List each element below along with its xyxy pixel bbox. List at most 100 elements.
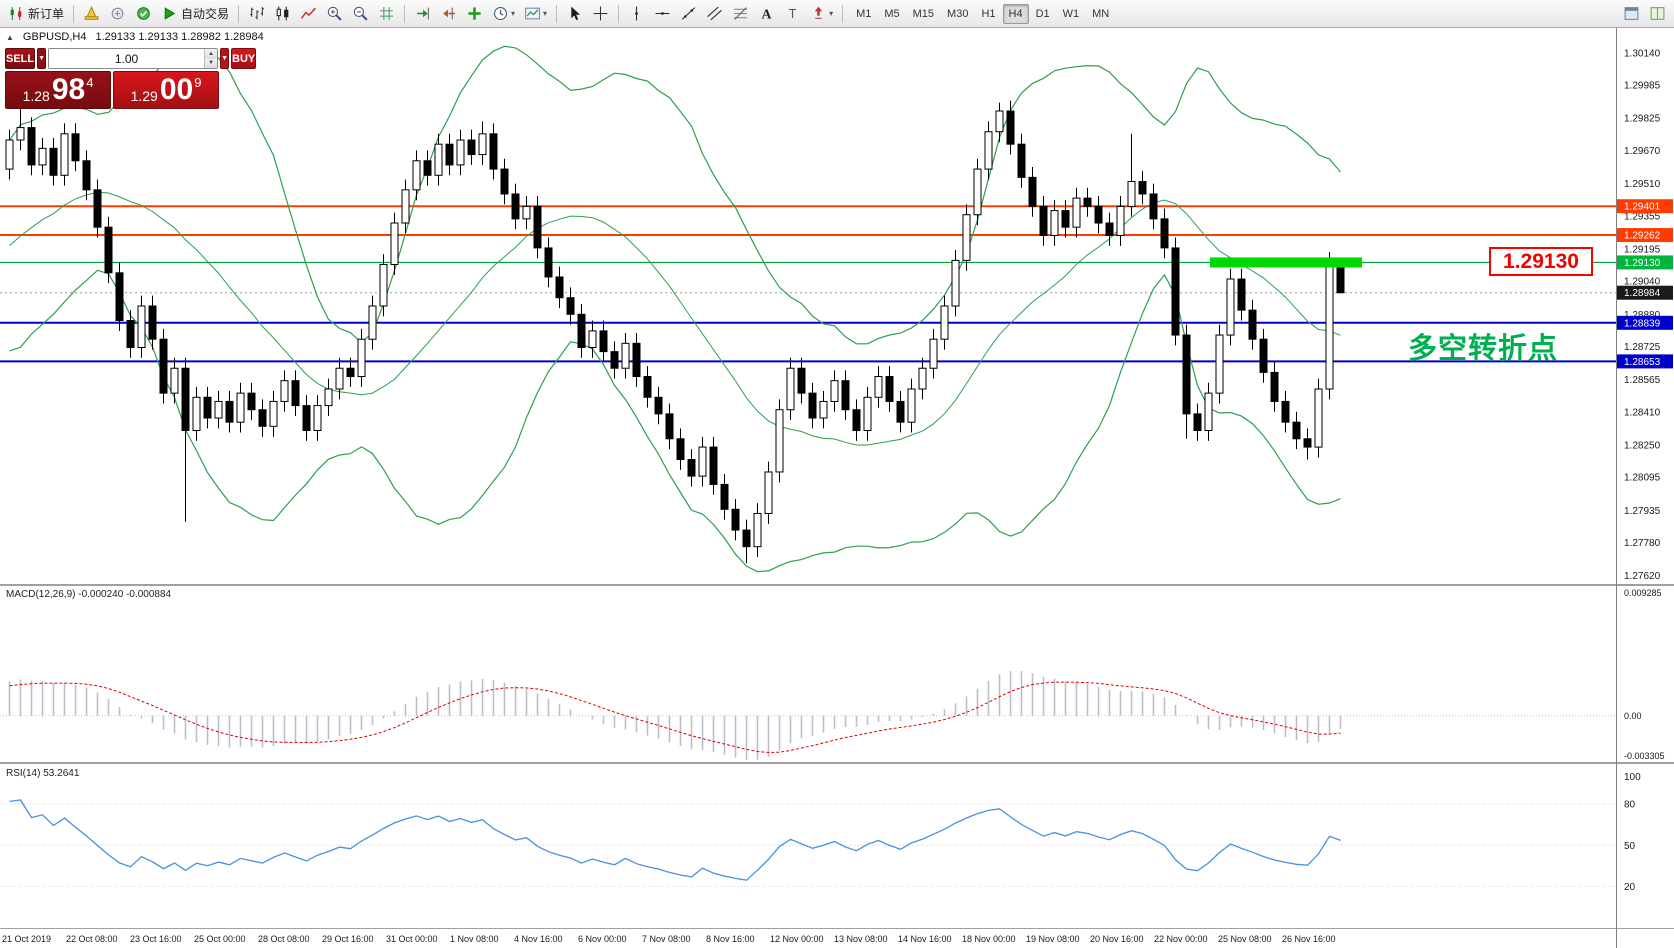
candle-body: [522, 205, 531, 220]
candle-body: [456, 139, 465, 166]
auto-scroll-icon: [417, 7, 429, 20]
autotrading-label: 自动交易: [181, 7, 230, 21]
candle-body: [27, 127, 36, 166]
vertical-line-button[interactable]: [624, 2, 649, 26]
autotrading-button[interactable]: 自动交易: [157, 2, 233, 26]
candle-body: [379, 264, 388, 307]
text-label-button[interactable]: T: [780, 2, 805, 26]
window-tile-button[interactable]: [1645, 2, 1670, 26]
timeframe-button-m30[interactable]: M30: [947, 7, 969, 20]
timeframe-button-h1[interactable]: H1: [981, 7, 996, 20]
volume-increase-button[interactable]: ▲: [205, 49, 218, 59]
candle-body: [1116, 205, 1125, 236]
candle-body: [258, 409, 267, 427]
templates-button[interactable]: ▾: [520, 2, 551, 26]
candle-body: [82, 160, 91, 191]
candle-body: [632, 342, 641, 378]
candle-body: [324, 388, 333, 407]
candlestick-chart-button[interactable]: [270, 2, 295, 26]
crosshair-button[interactable]: [588, 2, 613, 26]
timeframe-button-m5[interactable]: M5: [884, 7, 900, 20]
zoom-in-icon: [327, 6, 342, 21]
chart-canvas[interactable]: 1.301401.299851.298251.296701.295101.293…: [0, 28, 1674, 948]
new-order-button[interactable]: 新订单: [4, 2, 68, 26]
bar-chart-icon: [250, 7, 264, 20]
price-tag: [1617, 315, 1673, 330]
text-label-icon: T: [789, 6, 797, 21]
candle-body: [775, 409, 784, 473]
zoom-in-button[interactable]: [322, 2, 347, 26]
candle-body: [302, 405, 311, 431]
candle-body: [940, 305, 949, 340]
candle-body: [555, 276, 564, 299]
vertical-line-icon: [635, 6, 638, 21]
price-level-label-object[interactable]: 1.29130: [1489, 247, 1593, 276]
rsi-tick-label: 50: [1624, 841, 1636, 852]
time-tick-label: 21 Oct 2019: [2, 934, 51, 944]
timeframe-button-w1[interactable]: W1: [1062, 7, 1080, 20]
new-order-icon: [10, 7, 22, 20]
indicators-button[interactable]: [462, 2, 487, 26]
chart-shift-button[interactable]: [436, 2, 461, 26]
horizontal-line-button[interactable]: [650, 2, 675, 26]
candle-body: [951, 259, 960, 307]
auto-scroll-button[interactable]: [410, 2, 435, 26]
timeframe-button-h4[interactable]: H4: [1002, 3, 1029, 24]
candle-body: [1182, 334, 1191, 415]
timeframe-button-mn[interactable]: MN: [1092, 7, 1110, 20]
macd-tick-label: 0.00: [1624, 711, 1642, 721]
buy-price-display[interactable]: 1.29 00 9: [113, 71, 219, 109]
timeframe-button-m15[interactable]: M15: [912, 7, 935, 20]
zoom-out-button[interactable]: [348, 2, 373, 26]
experts-button[interactable]: [79, 2, 104, 26]
market-button[interactable]: [131, 2, 156, 26]
note-text-object[interactable]: 多空转折点: [1408, 333, 1559, 365]
volume-decrease-button[interactable]: ▼: [205, 58, 218, 68]
arrows-button[interactable]: ▾: [806, 2, 837, 26]
cursor-button[interactable]: [562, 2, 587, 26]
candle-body: [181, 367, 190, 431]
trendline-button[interactable]: [676, 2, 701, 26]
buy-price-big-digits: 00: [159, 73, 194, 106]
macd-indicator-label: MACD(12,26,9) -0.000240 -0.000884: [6, 589, 172, 600]
text-button[interactable]: A: [754, 2, 779, 26]
timeframe-button-d1[interactable]: D1: [1035, 7, 1050, 20]
window-icon: [1624, 7, 1639, 20]
highlight-zone: [1210, 257, 1362, 268]
sell-button[interactable]: SELL: [5, 48, 36, 69]
candle-body: [984, 131, 993, 170]
sell-price-display[interactable]: 1.28 98 4: [5, 71, 111, 109]
price-tick-label: 1.27620: [1624, 571, 1661, 582]
time-tick-label: 8 Nov 16:00: [706, 934, 755, 944]
fibonacci-button[interactable]: [728, 2, 753, 26]
timeframe-button-m1[interactable]: M1: [856, 7, 872, 20]
sell-price-prefix: 1.28: [22, 88, 50, 104]
scripts-icon: [111, 7, 124, 20]
volume-input[interactable]: [49, 49, 205, 68]
scripts-button[interactable]: [105, 2, 130, 26]
buy-button[interactable]: BUY: [231, 48, 257, 69]
candle-body: [1006, 110, 1015, 145]
experts-icon: [84, 5, 99, 20]
sell-options-caret[interactable]: ▼: [37, 48, 47, 69]
time-tick-label: 22 Oct 08:00: [66, 934, 118, 944]
candle-body: [247, 392, 256, 411]
price-tag-label: 1.28653: [1624, 357, 1661, 368]
periods-button[interactable]: ▾: [488, 2, 519, 26]
buy-options-caret[interactable]: ▼: [220, 48, 229, 69]
candle-body: [1072, 197, 1081, 228]
channel-button[interactable]: [702, 2, 727, 26]
indicators-add-icon: [468, 7, 481, 20]
line-chart-button[interactable]: [296, 2, 321, 26]
price-tick-label: 1.29985: [1624, 81, 1661, 92]
candle-body: [764, 471, 773, 514]
price-tick-label: 1.29040: [1624, 277, 1661, 288]
grid-button[interactable]: [374, 2, 399, 26]
time-tick-label: 20 Nov 16:00: [1090, 934, 1144, 944]
candle-body: [665, 413, 674, 440]
window-restore-button[interactable]: [1619, 2, 1644, 26]
bar-chart-button[interactable]: [244, 2, 269, 26]
candle-body: [1171, 247, 1180, 336]
candle-body: [390, 222, 399, 266]
candle-body: [577, 313, 586, 348]
